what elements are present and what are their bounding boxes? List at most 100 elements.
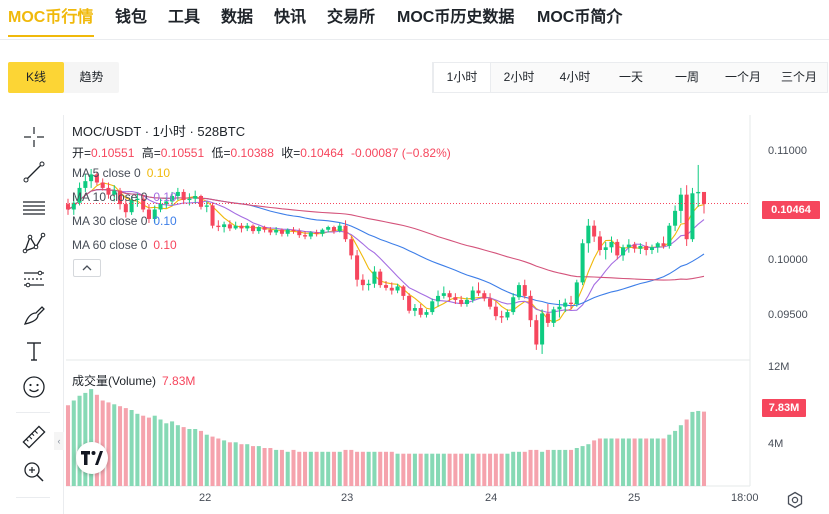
candle-body [696, 191, 701, 194]
candle-body [118, 190, 123, 205]
candle-body [65, 204, 71, 210]
volume-bar [83, 392, 88, 486]
candle-body [603, 247, 608, 250]
candle-body [476, 290, 481, 294]
candle-body [470, 290, 475, 300]
volume-bar [320, 451, 325, 486]
ma10-value: 0.10 [153, 190, 177, 204]
candle-body [349, 239, 354, 256]
horizontal-lines-icon[interactable] [20, 194, 48, 222]
volume-tick-0: 12M [768, 361, 790, 373]
gear-icon[interactable] [786, 491, 804, 509]
volume-bar [152, 415, 157, 486]
tradingview-logo-icon [81, 451, 103, 465]
candle-body [303, 235, 308, 237]
interval-1h[interactable]: 1小时 [433, 63, 491, 92]
volume-bar [123, 408, 128, 486]
volume-bar [360, 451, 365, 486]
tab-kline[interactable]: K线 [8, 62, 64, 93]
volume-bar [193, 429, 198, 486]
ma60-value: 0.10 [153, 238, 177, 252]
volume-bar [441, 453, 446, 486]
ma30-label: MA 30 close 0 [72, 214, 148, 228]
candle-body [430, 301, 435, 313]
volume-bar [684, 419, 689, 486]
nav-moc-market[interactable]: MOC币行情 [8, 9, 94, 26]
candle-body [516, 285, 522, 298]
brush-icon[interactable] [20, 301, 48, 329]
volume-bar [505, 453, 510, 486]
candle-body [638, 245, 643, 249]
volume-bar [146, 417, 151, 486]
volume-bar [499, 453, 504, 486]
toolbar-collapse-handle[interactable]: ‹ [54, 432, 64, 450]
pattern-icon[interactable] [20, 229, 48, 257]
candle-body [621, 247, 626, 256]
candle-body [568, 302, 574, 304]
interval-1m[interactable]: 一个月 [724, 70, 761, 84]
tab-trend[interactable]: 趋势 [79, 70, 104, 84]
nav-wallet[interactable]: 钱包 [115, 9, 148, 26]
ma30-value: 0.10 [153, 214, 177, 228]
candle-body [441, 293, 446, 296]
ma60-legend: MA 60 close 0 0.10 [72, 238, 177, 252]
volume-bar [649, 438, 654, 486]
candle-body [256, 227, 261, 232]
nav-tools[interactable]: 工具 [168, 9, 201, 26]
open-label: 开= [72, 146, 92, 160]
candle-body [100, 182, 105, 188]
interval-3m[interactable]: 三个月 [780, 70, 817, 84]
price-tick-0: 0.11000 [768, 145, 807, 157]
fib-icon[interactable] [20, 265, 48, 293]
nav-data[interactable]: 数据 [221, 9, 254, 26]
candle-body [551, 309, 556, 323]
nav-moc-intro[interactable]: MOC币简介 [537, 9, 623, 26]
text-icon[interactable] [20, 337, 48, 365]
chevron-up-icon [82, 265, 92, 271]
trend-line-icon[interactable] [20, 158, 48, 186]
crosshair-icon[interactable] [20, 123, 48, 151]
candle-body [389, 287, 394, 291]
candle-body [684, 194, 689, 240]
volume-bar [129, 410, 134, 486]
volume-bar [216, 438, 221, 486]
interval-4h[interactable]: 4小时 [559, 70, 591, 84]
legend-collapse-button[interactable] [73, 259, 101, 277]
emoji-icon[interactable] [20, 373, 48, 401]
ruler-icon[interactable] [20, 423, 48, 451]
close-value: 0.10464 [300, 146, 344, 160]
volume-bar [372, 451, 377, 486]
interval-2h[interactable]: 2小时 [503, 70, 535, 84]
candle-body [337, 225, 342, 232]
candle-body [418, 308, 423, 315]
volume-bar [297, 451, 302, 486]
nav-exchange[interactable]: 交易所 [327, 9, 376, 26]
candle-body [175, 191, 180, 196]
nav-moc-history[interactable]: MOC币历史数据 [397, 9, 515, 26]
candle-body [488, 298, 493, 307]
candle-body [644, 245, 649, 250]
volume-bar [516, 451, 522, 486]
candle-body [511, 297, 516, 313]
nav-news[interactable]: 快讯 [274, 9, 307, 26]
interval-1w[interactable]: 一周 [674, 70, 699, 84]
nav-divider [0, 39, 829, 40]
interval-selector: 1小时 2小时 4小时 一天 一周 一个月 三个月 [432, 62, 828, 93]
volume-bar [540, 451, 545, 486]
volume-bar [77, 395, 82, 486]
volume-bar [476, 453, 481, 486]
volume-bar [383, 451, 389, 486]
candle-body [395, 286, 400, 291]
volume-bar [279, 449, 284, 486]
volume-bar [71, 400, 76, 486]
volume-bar [609, 438, 614, 486]
volume-bar [511, 451, 516, 486]
volume-bar [227, 442, 232, 486]
zoom-icon[interactable] [20, 458, 48, 486]
interval-1d[interactable]: 一天 [618, 70, 643, 84]
tradingview-logo[interactable] [76, 442, 108, 474]
volume-bar [401, 453, 406, 486]
volume-bar [274, 449, 279, 486]
candle-body [678, 194, 683, 211]
